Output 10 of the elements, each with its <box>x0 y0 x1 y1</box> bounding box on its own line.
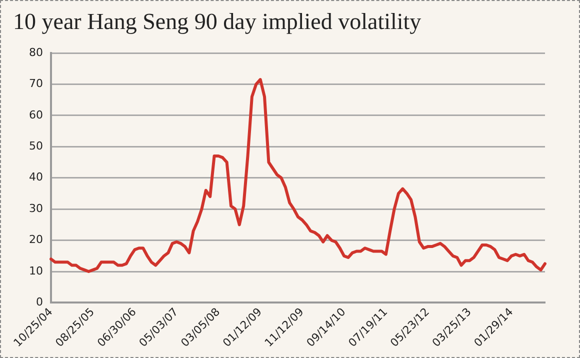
y-tick-label: 60 <box>28 108 43 122</box>
y-tick-label: 50 <box>28 140 43 153</box>
y-tick-label: 70 <box>28 77 43 90</box>
y-tick-label: 20 <box>28 233 43 246</box>
y-tick-label: 10 <box>28 264 43 278</box>
chart-title: 10 year Hang Seng 90 day implied volatility <box>13 9 422 35</box>
y-tick-label: 30 <box>28 202 43 215</box>
y-tick-label: 0 <box>36 296 43 309</box>
y-tick-label: 80 <box>28 46 43 59</box>
y-tick-label: 40 <box>28 170 43 184</box>
